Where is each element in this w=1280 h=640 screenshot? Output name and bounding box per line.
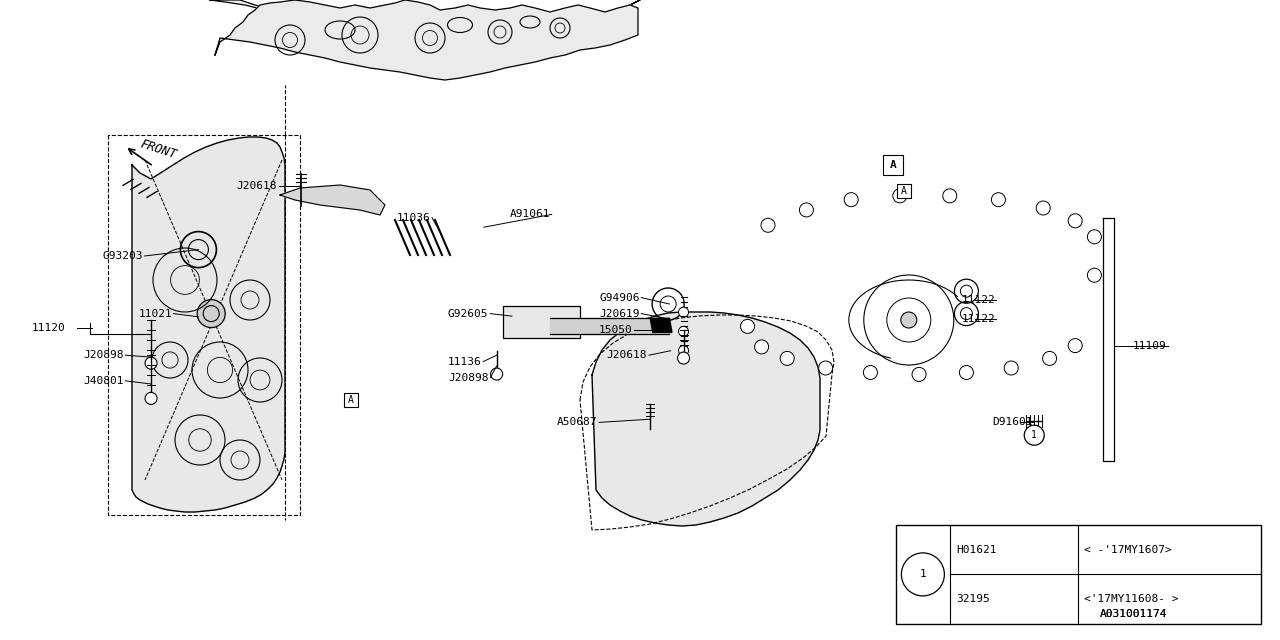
Circle shape — [943, 189, 956, 203]
Text: 11122: 11122 — [963, 314, 996, 324]
Circle shape — [800, 203, 813, 217]
Text: < -'17MY1607>: < -'17MY1607> — [1084, 545, 1171, 555]
Text: 15050: 15050 — [599, 324, 632, 335]
Circle shape — [1069, 214, 1082, 228]
Circle shape — [819, 361, 832, 375]
Circle shape — [893, 189, 906, 203]
Circle shape — [762, 218, 774, 232]
Circle shape — [1069, 339, 1082, 353]
Circle shape — [741, 319, 754, 333]
Circle shape — [960, 365, 973, 380]
Circle shape — [901, 553, 945, 596]
Polygon shape — [215, 0, 637, 80]
Text: A50687: A50687 — [557, 417, 598, 428]
Bar — [883, 155, 904, 175]
Text: J20619: J20619 — [599, 308, 640, 319]
Text: J20898: J20898 — [83, 350, 124, 360]
Circle shape — [1024, 425, 1044, 445]
Circle shape — [781, 351, 794, 365]
Text: 11120: 11120 — [32, 323, 65, 333]
Text: A: A — [901, 186, 906, 196]
Text: 11036: 11036 — [397, 212, 430, 223]
Circle shape — [845, 193, 858, 207]
Circle shape — [490, 368, 503, 380]
Text: G93203: G93203 — [102, 251, 143, 261]
Circle shape — [755, 340, 768, 354]
Text: J20618: J20618 — [237, 180, 278, 191]
Circle shape — [1005, 361, 1018, 375]
Circle shape — [145, 357, 157, 369]
Text: 1: 1 — [1032, 430, 1037, 440]
Text: G92605: G92605 — [448, 308, 489, 319]
Text: 1: 1 — [919, 570, 927, 579]
Circle shape — [678, 307, 689, 317]
Polygon shape — [650, 318, 672, 332]
Text: A031001174: A031001174 — [1100, 609, 1167, 620]
Text: <'17MY11608- >: <'17MY11608- > — [1084, 594, 1179, 604]
Text: A: A — [890, 160, 897, 170]
Text: A031001174: A031001174 — [1100, 609, 1167, 620]
Text: FRONT: FRONT — [138, 138, 178, 161]
Polygon shape — [210, 0, 640, 25]
Text: J20618: J20618 — [607, 350, 648, 360]
Circle shape — [901, 312, 916, 328]
Polygon shape — [280, 185, 385, 215]
Text: G94906: G94906 — [599, 292, 640, 303]
Text: 11136: 11136 — [448, 356, 481, 367]
Text: H01621: H01621 — [956, 545, 996, 555]
Circle shape — [677, 352, 690, 364]
Circle shape — [197, 300, 225, 328]
Polygon shape — [591, 312, 820, 526]
Circle shape — [145, 392, 157, 404]
Circle shape — [1043, 351, 1056, 365]
Text: A91061: A91061 — [509, 209, 550, 220]
Circle shape — [992, 193, 1005, 207]
Circle shape — [864, 365, 877, 380]
Polygon shape — [132, 137, 285, 512]
Text: 11109: 11109 — [1133, 340, 1166, 351]
Text: 11021: 11021 — [138, 308, 172, 319]
Text: 11122: 11122 — [963, 294, 996, 305]
Circle shape — [678, 326, 689, 337]
Circle shape — [913, 367, 925, 381]
Text: J40801: J40801 — [83, 376, 124, 386]
Bar — [896, 525, 1261, 624]
Text: D91601: D91601 — [992, 417, 1033, 428]
Text: 32195: 32195 — [956, 594, 989, 604]
Circle shape — [1088, 230, 1101, 244]
Bar — [503, 306, 580, 338]
Text: J20898: J20898 — [448, 372, 489, 383]
Circle shape — [1088, 268, 1101, 282]
Bar — [344, 393, 357, 407]
Circle shape — [678, 346, 689, 356]
Bar — [897, 184, 910, 198]
Circle shape — [1037, 201, 1050, 215]
Text: A: A — [348, 395, 353, 405]
